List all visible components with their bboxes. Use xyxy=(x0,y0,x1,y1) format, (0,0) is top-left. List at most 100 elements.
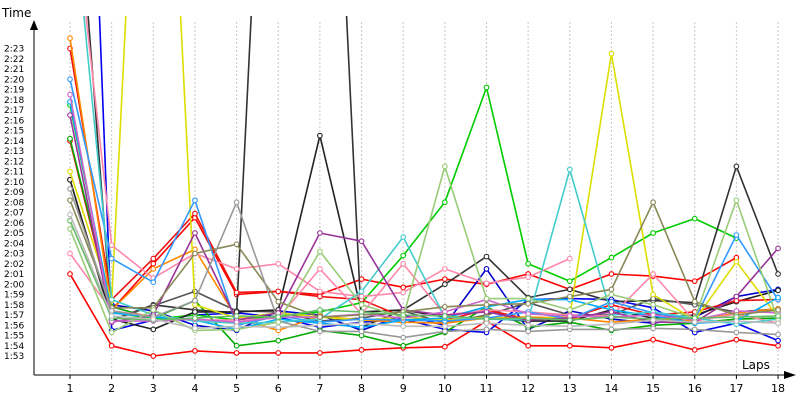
data-point xyxy=(650,230,656,236)
data-point xyxy=(358,301,365,308)
series-18 xyxy=(67,112,781,326)
y-tick-label: 2:03 xyxy=(4,250,24,260)
data-point xyxy=(150,316,157,322)
data-point xyxy=(67,271,73,277)
data-point xyxy=(566,307,573,313)
x-tick-label: 5 xyxy=(233,382,240,395)
series-21 xyxy=(67,186,781,341)
data-point xyxy=(67,168,73,175)
y-tick-label: 1:53 xyxy=(4,352,24,362)
data-point xyxy=(775,271,781,277)
x-tick-label: 4 xyxy=(191,382,198,395)
data-point xyxy=(108,313,115,319)
data-point xyxy=(400,260,407,267)
y-tick-label: 2:21 xyxy=(4,65,24,75)
data-point xyxy=(775,313,781,319)
x-tick-label: 7 xyxy=(316,382,323,395)
data-point xyxy=(608,254,615,261)
data-point xyxy=(733,336,740,343)
data-point xyxy=(67,91,73,98)
x-tick-label: 15 xyxy=(646,382,660,395)
data-point xyxy=(483,301,490,308)
data-point xyxy=(67,35,73,42)
y-tick-label: 2:12 xyxy=(4,157,24,167)
data-point xyxy=(275,350,282,356)
data-point xyxy=(483,326,490,333)
y-tick-label: 1:55 xyxy=(4,332,24,342)
y-tick-label: 2:04 xyxy=(4,239,24,249)
data-point xyxy=(67,226,73,232)
data-point xyxy=(442,328,448,335)
data-point xyxy=(358,293,365,300)
x-tick-labels: 1 2 3 4 5 6 7 8 9 10 11 12 13 14 15 16 17 18 xyxy=(67,375,785,395)
data-point xyxy=(442,163,448,170)
y-tick-label: 1:57 xyxy=(4,311,24,321)
data-point xyxy=(733,258,740,265)
data-point xyxy=(400,289,407,296)
series-line xyxy=(69,220,779,321)
data-point xyxy=(525,274,532,280)
series-24 xyxy=(67,211,781,332)
data-point xyxy=(566,323,573,330)
data-point xyxy=(275,324,282,331)
x-tick-label: 18 xyxy=(771,382,785,395)
y-tick-label: 2:13 xyxy=(4,147,24,157)
data-point xyxy=(233,342,240,349)
data-point xyxy=(442,313,448,319)
data-point xyxy=(608,309,615,315)
data-point xyxy=(566,317,573,323)
data-point xyxy=(775,245,781,252)
data-point xyxy=(608,50,615,57)
data-point xyxy=(608,298,615,305)
data-point xyxy=(67,112,73,118)
data-point xyxy=(525,315,532,321)
y-tick-label: 2:14 xyxy=(4,137,24,147)
y-tick-label: 2:15 xyxy=(4,127,24,137)
data-point xyxy=(483,253,490,260)
data-point xyxy=(108,329,115,336)
data-point xyxy=(233,323,240,330)
y-tick-label: 2:06 xyxy=(4,219,24,229)
data-point xyxy=(608,271,615,277)
data-point xyxy=(317,293,323,300)
x-tick-label: 3 xyxy=(150,382,157,395)
x-tick-label: 13 xyxy=(563,382,577,395)
data-point xyxy=(442,303,448,310)
data-point xyxy=(192,297,198,304)
y-tick-label: 2:17 xyxy=(4,106,24,116)
data-point xyxy=(608,314,615,320)
y-tick-label: 2:02 xyxy=(4,260,24,270)
data-point xyxy=(650,325,656,332)
y-tick-label: 2:20 xyxy=(4,75,24,85)
x-tick-label: 9 xyxy=(400,382,407,395)
data-point xyxy=(525,260,532,267)
data-point xyxy=(442,199,448,206)
y-tick-label: 2:05 xyxy=(4,229,24,239)
y-tick-label: 2:23 xyxy=(4,45,24,55)
data-point xyxy=(650,271,656,277)
data-point xyxy=(691,298,698,305)
data-point xyxy=(317,132,323,139)
data-point xyxy=(192,348,198,354)
data-point xyxy=(442,343,448,350)
data-point xyxy=(775,320,781,327)
data-point xyxy=(317,314,323,320)
series-line xyxy=(69,114,779,324)
y-tick-label: 2:08 xyxy=(4,198,24,208)
data-point xyxy=(192,210,198,217)
data-point xyxy=(358,328,365,335)
series-line xyxy=(69,214,779,330)
series-lines xyxy=(67,16,781,359)
data-point xyxy=(233,266,240,272)
data-point xyxy=(650,291,656,298)
y-tick-label: 2:19 xyxy=(4,86,24,96)
data-point xyxy=(525,322,532,329)
data-point xyxy=(108,255,115,262)
x-tick-label: 2 xyxy=(108,382,115,395)
data-point xyxy=(67,135,73,142)
data-point xyxy=(483,309,490,315)
x-axis-arrow-icon xyxy=(784,371,796,379)
data-point xyxy=(400,342,407,349)
data-point xyxy=(566,166,573,173)
